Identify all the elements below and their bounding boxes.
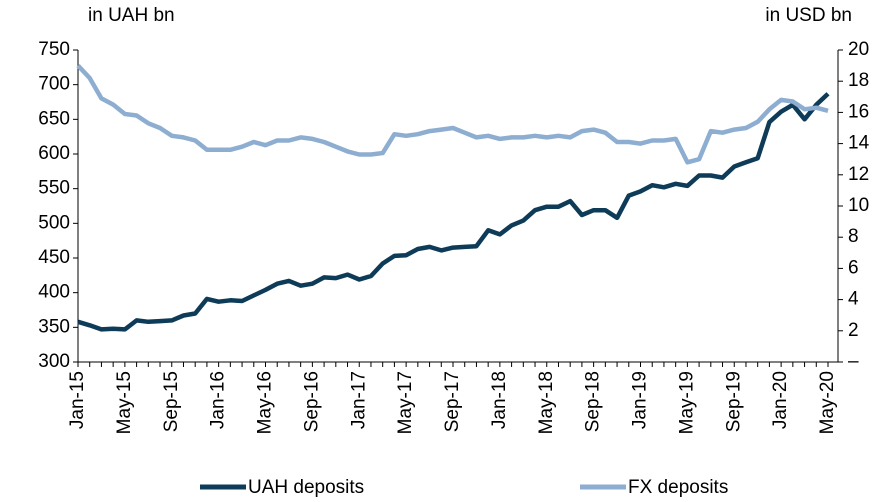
line-series	[77, 92, 830, 332]
y-tick-label: 500	[38, 212, 70, 233]
y2-tick-label: 12	[848, 164, 869, 185]
x-tick-label: May-19	[676, 371, 697, 434]
y-tick-label: 450	[38, 247, 70, 268]
y-tick-label: 350	[38, 316, 70, 337]
x-tick-label: Jan-19	[630, 371, 651, 429]
y-tick-label: 750	[38, 39, 70, 60]
y-axis-label: in UAH bn	[88, 5, 175, 26]
x-tick-label: Jan-15	[67, 371, 88, 429]
x-tick-label: Sep-17	[442, 371, 463, 432]
x-tick-label: Sep-15	[161, 371, 182, 432]
x-tick-label: Jan-17	[348, 371, 369, 429]
y-tick-label: 300	[38, 351, 70, 372]
y2-tick-label: 14	[848, 133, 870, 154]
y2-tick-label: 20	[848, 39, 869, 60]
x-tick-label: May-18	[536, 371, 557, 434]
y-tick-label: 600	[38, 143, 70, 164]
x-tick-label: Jan-16	[208, 371, 229, 429]
x-tick-label: Sep-19	[723, 371, 744, 432]
x-tick-label: Jan-20	[770, 371, 791, 429]
x-tick-label: May-15	[114, 371, 135, 434]
y2-tick-label: 8	[848, 226, 859, 247]
x-tick-label: May-17	[395, 371, 416, 434]
y-tick-label: 550	[38, 178, 70, 199]
y-tick-label: 400	[38, 282, 70, 303]
y2-tick-label: 2	[848, 320, 859, 341]
y-tick-label: 650	[38, 108, 70, 129]
x-tick-label: Sep-18	[583, 371, 604, 432]
y2-tick-label: 18	[848, 70, 869, 91]
y2-tick-label: –	[848, 351, 859, 372]
x-tick-label: May-16	[255, 371, 276, 434]
y2-tick-label: 16	[848, 101, 869, 122]
y-tick-label: 700	[38, 74, 70, 95]
y2-tick-label: 4	[848, 289, 859, 310]
y2-tick-label: 10	[848, 195, 869, 216]
x-tick-label: May-20	[817, 371, 838, 434]
x-tick-label: Sep-16	[301, 371, 322, 432]
y2-tick-label: 6	[848, 257, 859, 278]
x-tick-label: Jan-18	[489, 371, 510, 429]
legend-label: UAH deposits	[248, 477, 364, 498]
line-series	[76, 64, 829, 165]
legend-label: FX deposits	[628, 477, 728, 498]
y2-axis-label: in USD bn	[765, 5, 852, 26]
